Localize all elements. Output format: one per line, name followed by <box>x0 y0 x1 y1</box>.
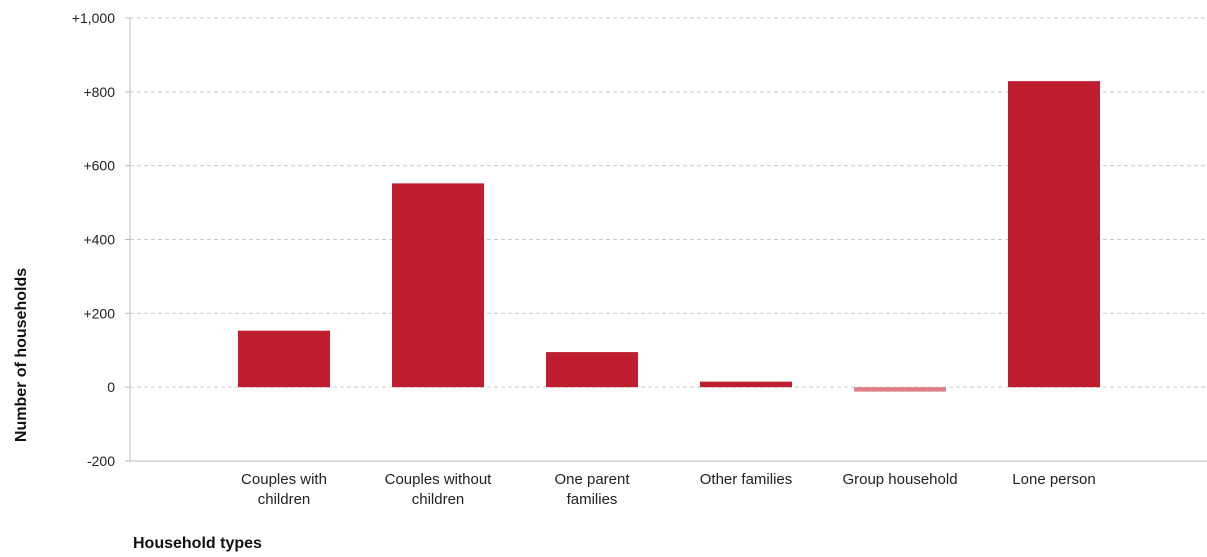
bar <box>854 387 946 392</box>
bars <box>238 81 1100 392</box>
y-tick-label: +600 <box>83 158 115 174</box>
bar <box>700 381 792 388</box>
x-category-labels: Couples with children Couples without child… <box>241 471 1096 508</box>
bar <box>238 330 330 388</box>
y-tick-label: +200 <box>83 305 115 321</box>
x-category-label: Group household <box>842 471 957 488</box>
bar <box>392 183 484 388</box>
bar <box>546 352 638 388</box>
x-category-label: One parent families <box>554 471 630 508</box>
y-tick-labels: -200 0 +200 +400 +600 +800 +1,000 <box>72 10 115 469</box>
y-tick-label: -200 <box>87 453 115 469</box>
x-axis-title: Household types <box>133 535 262 552</box>
bar <box>1008 81 1100 388</box>
x-category-label: Lone person <box>1012 471 1095 488</box>
y-axis-title: Number of households <box>13 268 30 442</box>
y-tick-label: +1,000 <box>72 10 115 26</box>
x-category-label: Couples with children <box>241 471 327 508</box>
y-tick-label: +400 <box>83 232 115 248</box>
axes <box>125 17 1207 462</box>
x-category-label: Other families <box>700 471 793 488</box>
x-category-label: Couples without children <box>385 471 493 508</box>
y-tick-label: 0 <box>107 379 115 395</box>
y-tick-label: +800 <box>83 84 115 100</box>
